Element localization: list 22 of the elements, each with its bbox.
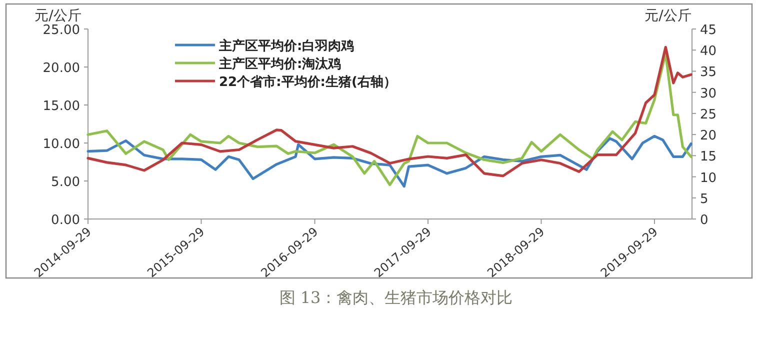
y-tick-label: 0.00: [51, 213, 80, 228]
y-tick-label: 20.00: [42, 61, 80, 76]
legend-label: 主产区平均价:淘汰鸡: [218, 56, 342, 72]
y-tick-label: 5.00: [51, 175, 80, 190]
y-tick-label: 25.00: [42, 23, 80, 38]
y2-tick-label: 0: [700, 213, 708, 228]
y2-tick-label: 40: [700, 44, 717, 60]
y2-tick-label: 10: [700, 170, 717, 186]
y-axis-title: 元/公斤: [34, 8, 82, 24]
y2-axis-title: 元/公斤: [644, 8, 692, 24]
y2-tick-label: 45: [700, 23, 717, 38]
legend-label: 22个省市:平均价:生猪(右轴）: [219, 74, 396, 90]
legend-label: 主产区平均价:白羽肉鸡: [218, 38, 354, 54]
y-tick-label: 10.00: [42, 137, 80, 152]
caption: 图 13：禽肉、生猪市场价格对比: [279, 288, 513, 307]
y2-tick-label: 20: [700, 128, 717, 144]
y2-tick-label: 30: [700, 86, 717, 102]
y2-tick-label: 15: [700, 150, 717, 165]
y2-tick-label: 25: [700, 107, 717, 122]
y-tick-label: 15.00: [42, 99, 80, 114]
y2-tick-label: 35: [700, 65, 717, 80]
y2-tick-label: 5: [700, 192, 708, 207]
